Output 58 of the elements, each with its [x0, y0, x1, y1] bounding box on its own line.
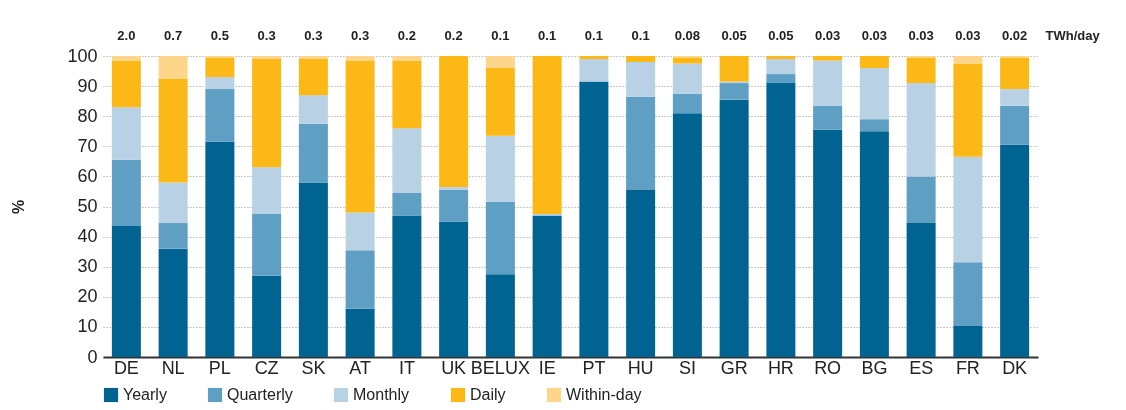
x-tick-label: PT — [582, 357, 606, 378]
text: 0.05 — [721, 28, 747, 43]
y-tick-label: 50 — [77, 196, 98, 216]
text: 0.03 — [814, 28, 841, 43]
text: 0.2 — [444, 28, 463, 43]
x-tick-label: HR — [767, 357, 794, 378]
x-tick-label: AT — [349, 357, 371, 378]
x-tick-label: HU — [627, 357, 654, 378]
x-tick-label: UK — [441, 357, 467, 378]
x-tick-label: BELUX — [470, 357, 530, 378]
text: 0.1 — [631, 28, 650, 43]
x-tick-label: NL — [161, 357, 185, 378]
text: 0.2 — [397, 28, 416, 43]
y-tick-label: 40 — [77, 226, 98, 247]
text: 0.3 — [304, 28, 323, 43]
x-tick-label: IT — [398, 357, 415, 378]
y-tick-label: 80 — [77, 105, 98, 126]
legend-label: Monthly — [353, 386, 410, 403]
text: 0.1 — [491, 28, 510, 43]
text: 0.08 — [674, 28, 701, 43]
x-tick-label: FR — [955, 357, 980, 378]
text: 0.02 — [1001, 28, 1028, 43]
y-tick-label: 30 — [77, 256, 98, 277]
x-tick-label: SI — [678, 357, 696, 378]
y-tick-label: 0 — [87, 346, 98, 367]
legend-label: Quarterly — [227, 386, 293, 403]
text: 0.05 — [768, 28, 794, 43]
y-tick-label: 20 — [77, 286, 98, 307]
x-tick-label: ES — [909, 357, 934, 378]
x-tick-label: PL — [208, 357, 231, 378]
text: 0.3 — [351, 28, 370, 43]
text: 0.03 — [955, 28, 981, 43]
x-tick-label: RO — [814, 357, 842, 378]
y-tick-label: 10 — [77, 316, 98, 337]
legend-label: Within-day — [566, 386, 642, 403]
y-tick-label: 60 — [77, 165, 98, 186]
x-tick-label: DE — [113, 357, 139, 378]
text: 0.7 — [164, 28, 183, 43]
y-tick-label: 100 — [67, 45, 98, 66]
y-tick-label: 90 — [77, 75, 98, 96]
x-tick-label: CZ — [254, 357, 279, 378]
text: 0.03 — [861, 28, 888, 43]
text: 0.1 — [584, 28, 603, 43]
y-axis-title: % — [10, 199, 28, 215]
text: 0.5 — [210, 28, 229, 43]
legend-label: Daily — [470, 386, 506, 403]
legend-label: Yearly — [123, 386, 167, 403]
x-tick-label: DK — [1002, 357, 1028, 378]
text: TWh/day — [1045, 28, 1101, 43]
x-tick-label: SK — [301, 357, 326, 378]
x-tick-label: GR — [720, 357, 748, 378]
text: 0.3 — [257, 28, 276, 43]
y-tick-label: 70 — [77, 135, 98, 156]
text: 2.0 — [117, 28, 136, 43]
text: 0.1 — [538, 28, 557, 43]
text: 0.03 — [908, 28, 934, 43]
x-tick-label: IE — [538, 357, 556, 378]
x-tick-label: BG — [861, 357, 888, 378]
